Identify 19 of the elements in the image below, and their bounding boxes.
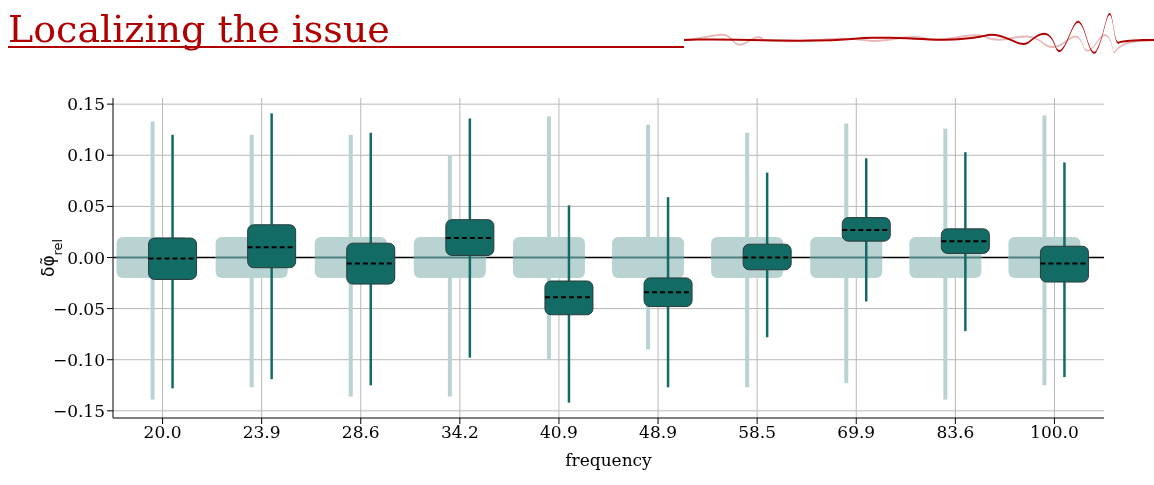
y-tick-label: 0.15 <box>67 94 105 115</box>
x-axis-title: frequency <box>565 450 653 470</box>
x-tick-label: 83.6 <box>936 422 975 443</box>
x-tick-label: 28.6 <box>341 422 380 443</box>
y-tick-label: 0.10 <box>67 145 105 166</box>
x-tick-label: 40.9 <box>540 422 578 443</box>
chart-title: Localizing the issue <box>8 7 391 51</box>
x-tick-label: 48.9 <box>639 422 677 443</box>
x-tick-label: 69.9 <box>837 422 876 443</box>
x-tick-label: 58.5 <box>738 422 777 443</box>
x-tick-label: 100.0 <box>1030 422 1079 443</box>
x-tick-label: 34.2 <box>440 422 479 443</box>
y-tick-label: −0.15 <box>52 400 105 421</box>
y-tick-label: 0.00 <box>67 247 105 268</box>
y-tick-label: −0.10 <box>52 349 105 370</box>
y-tick-label: 0.05 <box>67 196 105 217</box>
x-tick-label: 23.9 <box>242 422 281 443</box>
x-tick-label: 20.0 <box>143 422 182 443</box>
y-tick-label: −0.05 <box>52 298 105 319</box>
